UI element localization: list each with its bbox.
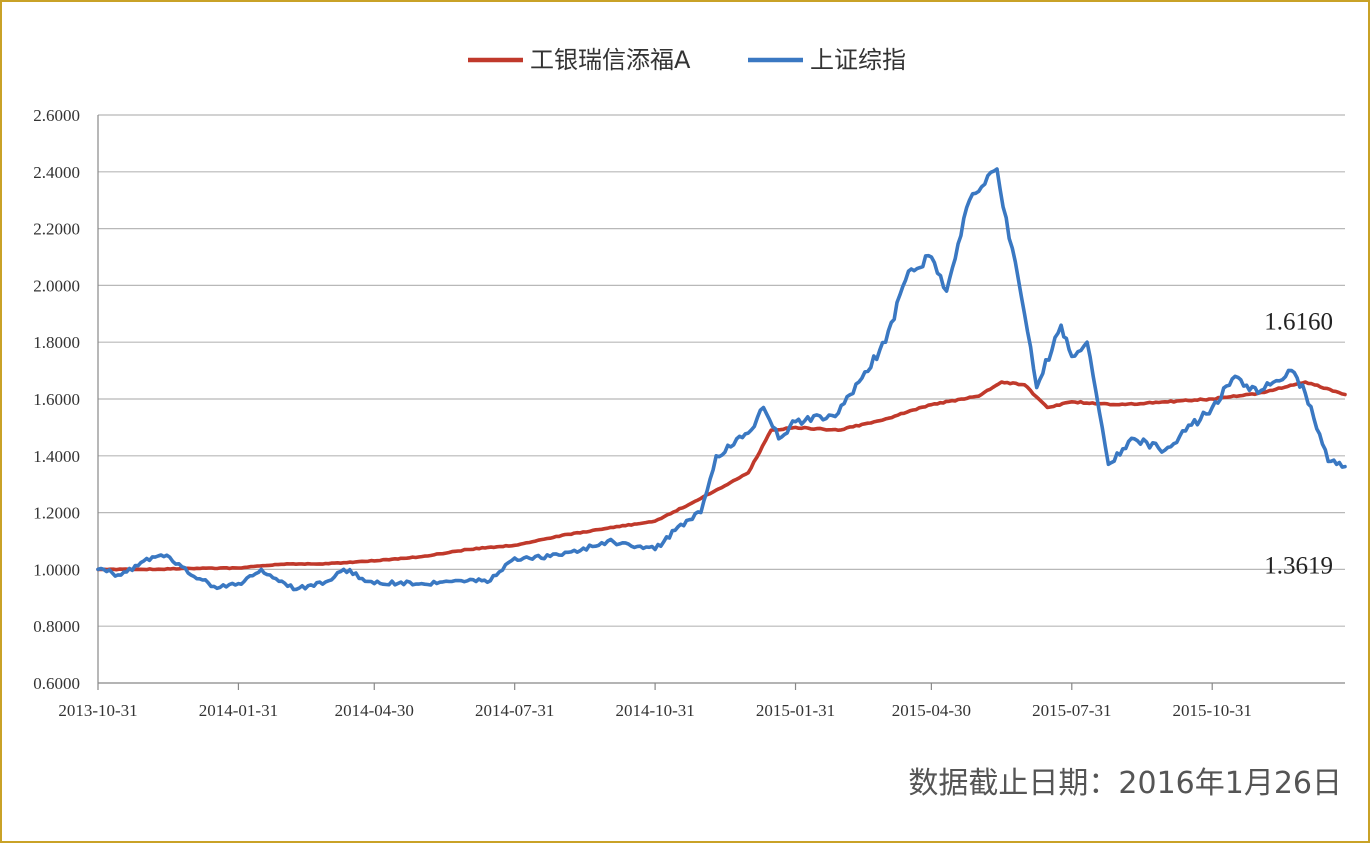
x-tick-label: 2015-07-31 [1032, 701, 1111, 720]
y-tick-label: 0.6000 [33, 674, 80, 693]
series-line [96, 380, 1347, 572]
legend: 工银瑞信添福A 上证综指 [468, 46, 906, 74]
x-tick-label: 2014-10-31 [615, 701, 694, 720]
series-lines [96, 167, 1347, 592]
x-tick-label: 2015-04-30 [892, 701, 971, 720]
axes: 0.6000 0.8000 1.0000 1.2000 1.4000 1.6000 1.80… [33, 106, 1345, 720]
legend-label: 工银瑞信添福A [530, 46, 691, 74]
y-tick-label: 1.2000 [33, 504, 80, 523]
y-tick-label: 2.2000 [33, 220, 80, 239]
x-tick-label: 2015-01-31 [756, 701, 835, 720]
x-tick-label: 2013-10-31 [58, 701, 137, 720]
y-tick-label: 2.4000 [33, 163, 80, 182]
gridlines [98, 114, 1345, 627]
x-tick-label: 2014-04-30 [335, 701, 414, 720]
data-cutoff-note: 数据截止日期：2016年1月26日 [908, 766, 1342, 801]
end-value-label: 1.3619 [1264, 553, 1333, 580]
x-tick-label: 2015-10-31 [1173, 701, 1252, 720]
y-tick-label: 2.6000 [33, 106, 80, 125]
series-line [96, 167, 1347, 592]
legend-label: 上证综指 [810, 46, 906, 74]
y-tick-label: 1.6000 [33, 390, 80, 409]
y-tick-label: 1.0000 [33, 560, 80, 579]
x-tick-label: 2014-07-31 [475, 701, 554, 720]
y-tick-label: 0.8000 [33, 617, 80, 636]
x-tick-label: 2014-01-31 [199, 701, 278, 720]
y-tick-label: 1.4000 [33, 447, 80, 466]
end-value-annotations: 1.6160 1.3619 [1264, 308, 1333, 579]
end-value-label: 1.6160 [1264, 308, 1333, 335]
y-tick-label: 1.8000 [33, 333, 80, 352]
y-tick-label: 2.0000 [33, 276, 80, 295]
